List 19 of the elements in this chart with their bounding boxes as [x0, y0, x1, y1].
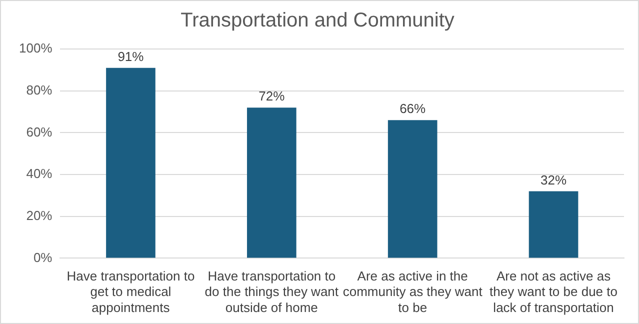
- y-tick-label: 0%: [33, 250, 53, 265]
- x-tick-label: Have transportation to do the things they want outside of home: [204, 268, 339, 315]
- data-label: 66%: [400, 101, 426, 116]
- y-tick-label: 80%: [26, 82, 53, 98]
- chart-title: Transportation and Community: [180, 10, 454, 32]
- y-tick-label: 60%: [26, 124, 53, 140]
- y-tick-label: 100%: [19, 40, 53, 56]
- bar: [528, 191, 578, 258]
- data-label: 32%: [540, 172, 567, 188]
- x-tick-label: Have transportation to get to medical appointments: [66, 268, 195, 315]
- x-tick-label: Are as active in the community as they want to be: [342, 268, 483, 315]
- data-label: 72%: [258, 88, 286, 104]
- bar: [106, 68, 156, 258]
- data-label: 91%: [118, 48, 144, 64]
- y-tick-label: 40%: [26, 166, 53, 182]
- x-tick-label: Are not as active as they want to be due to lack of transportation: [490, 268, 618, 315]
- bar: [246, 108, 296, 258]
- bar: [388, 120, 438, 258]
- y-tick-label: 20%: [26, 208, 53, 223]
